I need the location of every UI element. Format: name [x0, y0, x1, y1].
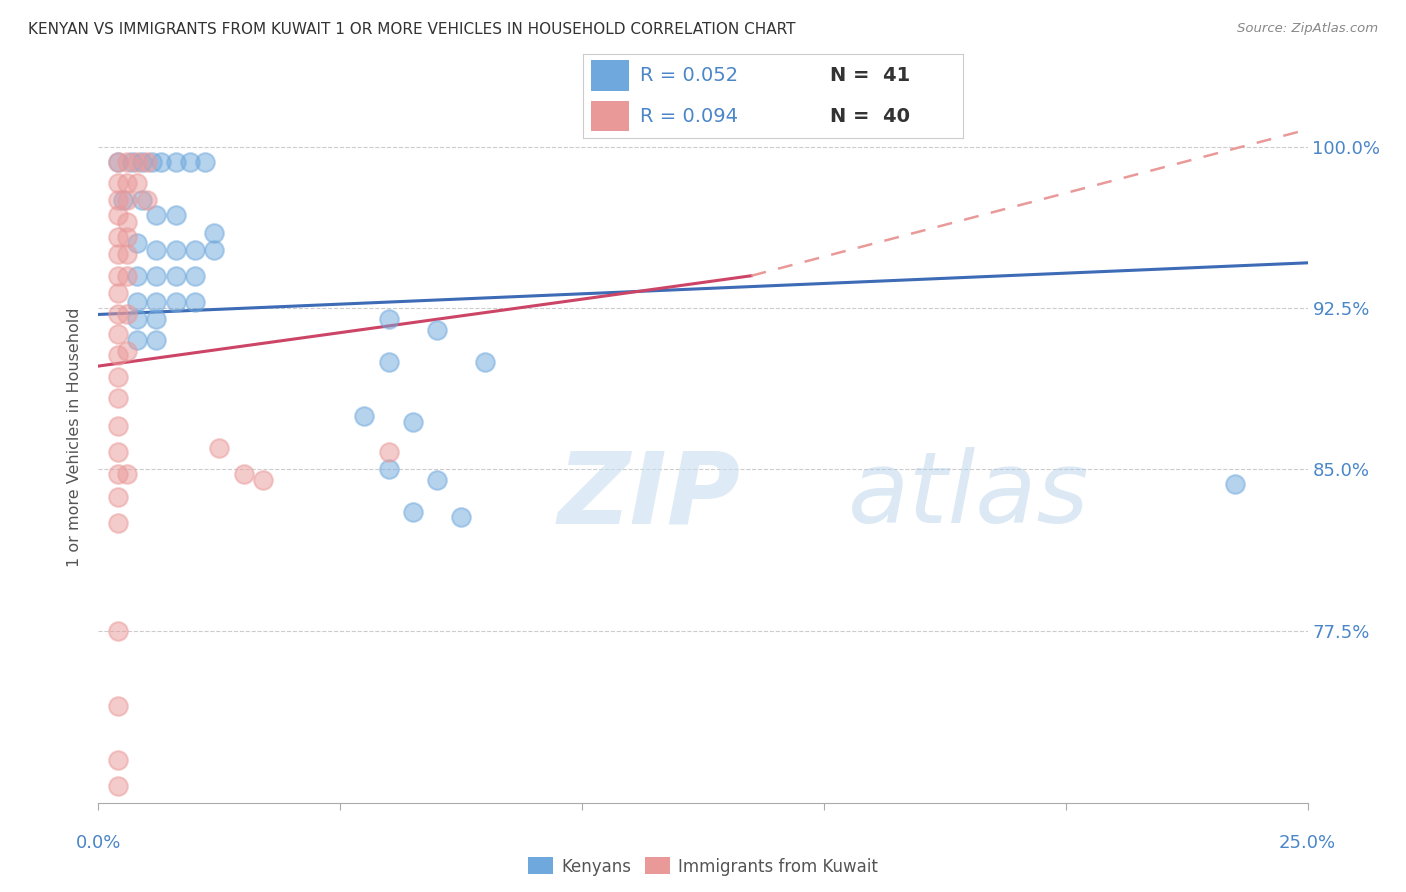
Point: [107, 247, 129, 261]
Text: KENYAN VS IMMIGRANTS FROM KUWAIT 1 OR MORE VEHICLES IN HOUSEHOLD CORRELATION CHA: KENYAN VS IMMIGRANTS FROM KUWAIT 1 OR MO…: [28, 22, 796, 37]
Point: [165, 268, 187, 283]
Point: [107, 369, 129, 384]
Point: [107, 154, 129, 169]
Point: [377, 355, 399, 369]
Point: [107, 308, 129, 322]
Point: [117, 215, 139, 229]
Point: [377, 311, 399, 326]
Point: [426, 322, 449, 336]
Point: [353, 409, 375, 423]
Text: Source: ZipAtlas.com: Source: ZipAtlas.com: [1237, 22, 1378, 36]
Point: [165, 243, 187, 257]
Text: 25.0%: 25.0%: [1279, 834, 1336, 852]
Point: [179, 154, 201, 169]
Point: [184, 294, 207, 309]
Point: [107, 467, 129, 481]
Point: [117, 154, 139, 169]
Point: [150, 154, 173, 169]
Point: [204, 226, 226, 240]
Point: [107, 348, 129, 362]
Point: [107, 753, 129, 767]
Legend: Kenyans, Immigrants from Kuwait: Kenyans, Immigrants from Kuwait: [522, 851, 884, 882]
Point: [107, 491, 129, 505]
Point: [145, 243, 167, 257]
Point: [377, 445, 399, 459]
Text: atlas: atlas: [848, 447, 1090, 544]
Point: [107, 285, 129, 300]
Text: N =  41: N = 41: [830, 66, 911, 85]
Point: [184, 243, 207, 257]
Text: R = 0.052: R = 0.052: [641, 66, 738, 85]
Point: [145, 268, 167, 283]
Point: [141, 154, 163, 169]
Point: [135, 154, 157, 169]
Point: [107, 624, 129, 638]
Point: [117, 247, 139, 261]
Point: [107, 176, 129, 190]
Point: [117, 268, 139, 283]
Point: [127, 268, 149, 283]
Point: [127, 294, 149, 309]
Point: [107, 326, 129, 341]
Point: [107, 419, 129, 434]
Text: ZIP: ZIP: [558, 447, 741, 544]
Point: [145, 209, 167, 223]
Point: [165, 294, 187, 309]
Point: [121, 154, 143, 169]
Point: [145, 311, 167, 326]
Point: [107, 392, 129, 406]
Text: 0.0%: 0.0%: [76, 834, 121, 852]
Text: R = 0.094: R = 0.094: [641, 107, 738, 126]
Point: [252, 473, 274, 487]
Point: [165, 209, 187, 223]
Point: [184, 268, 207, 283]
Point: [107, 516, 129, 530]
FancyBboxPatch shape: [591, 101, 628, 131]
Point: [111, 194, 134, 208]
Point: [165, 154, 187, 169]
Text: N =  40: N = 40: [830, 107, 910, 126]
Point: [107, 779, 129, 793]
Point: [107, 698, 129, 713]
Point: [135, 194, 157, 208]
Point: [450, 509, 472, 524]
Point: [127, 236, 149, 251]
Point: [232, 467, 254, 481]
Point: [131, 154, 153, 169]
Point: [117, 230, 139, 244]
Point: [107, 230, 129, 244]
Point: [208, 441, 231, 455]
Point: [117, 467, 139, 481]
Point: [107, 445, 129, 459]
Point: [1223, 477, 1246, 491]
Point: [117, 176, 139, 190]
Point: [145, 333, 167, 347]
Point: [117, 344, 139, 359]
FancyBboxPatch shape: [591, 61, 628, 91]
Point: [194, 154, 217, 169]
Point: [117, 308, 139, 322]
Point: [107, 194, 129, 208]
Point: [107, 268, 129, 283]
Point: [127, 176, 149, 190]
Point: [131, 194, 153, 208]
Point: [145, 294, 167, 309]
Point: [127, 311, 149, 326]
Y-axis label: 1 or more Vehicles in Household: 1 or more Vehicles in Household: [67, 308, 83, 566]
Point: [127, 154, 149, 169]
Point: [107, 154, 129, 169]
Point: [402, 415, 425, 429]
Point: [204, 243, 226, 257]
Point: [426, 473, 449, 487]
Point: [117, 194, 139, 208]
Point: [474, 355, 496, 369]
Point: [107, 209, 129, 223]
Point: [127, 333, 149, 347]
Point: [377, 462, 399, 476]
Point: [402, 505, 425, 519]
